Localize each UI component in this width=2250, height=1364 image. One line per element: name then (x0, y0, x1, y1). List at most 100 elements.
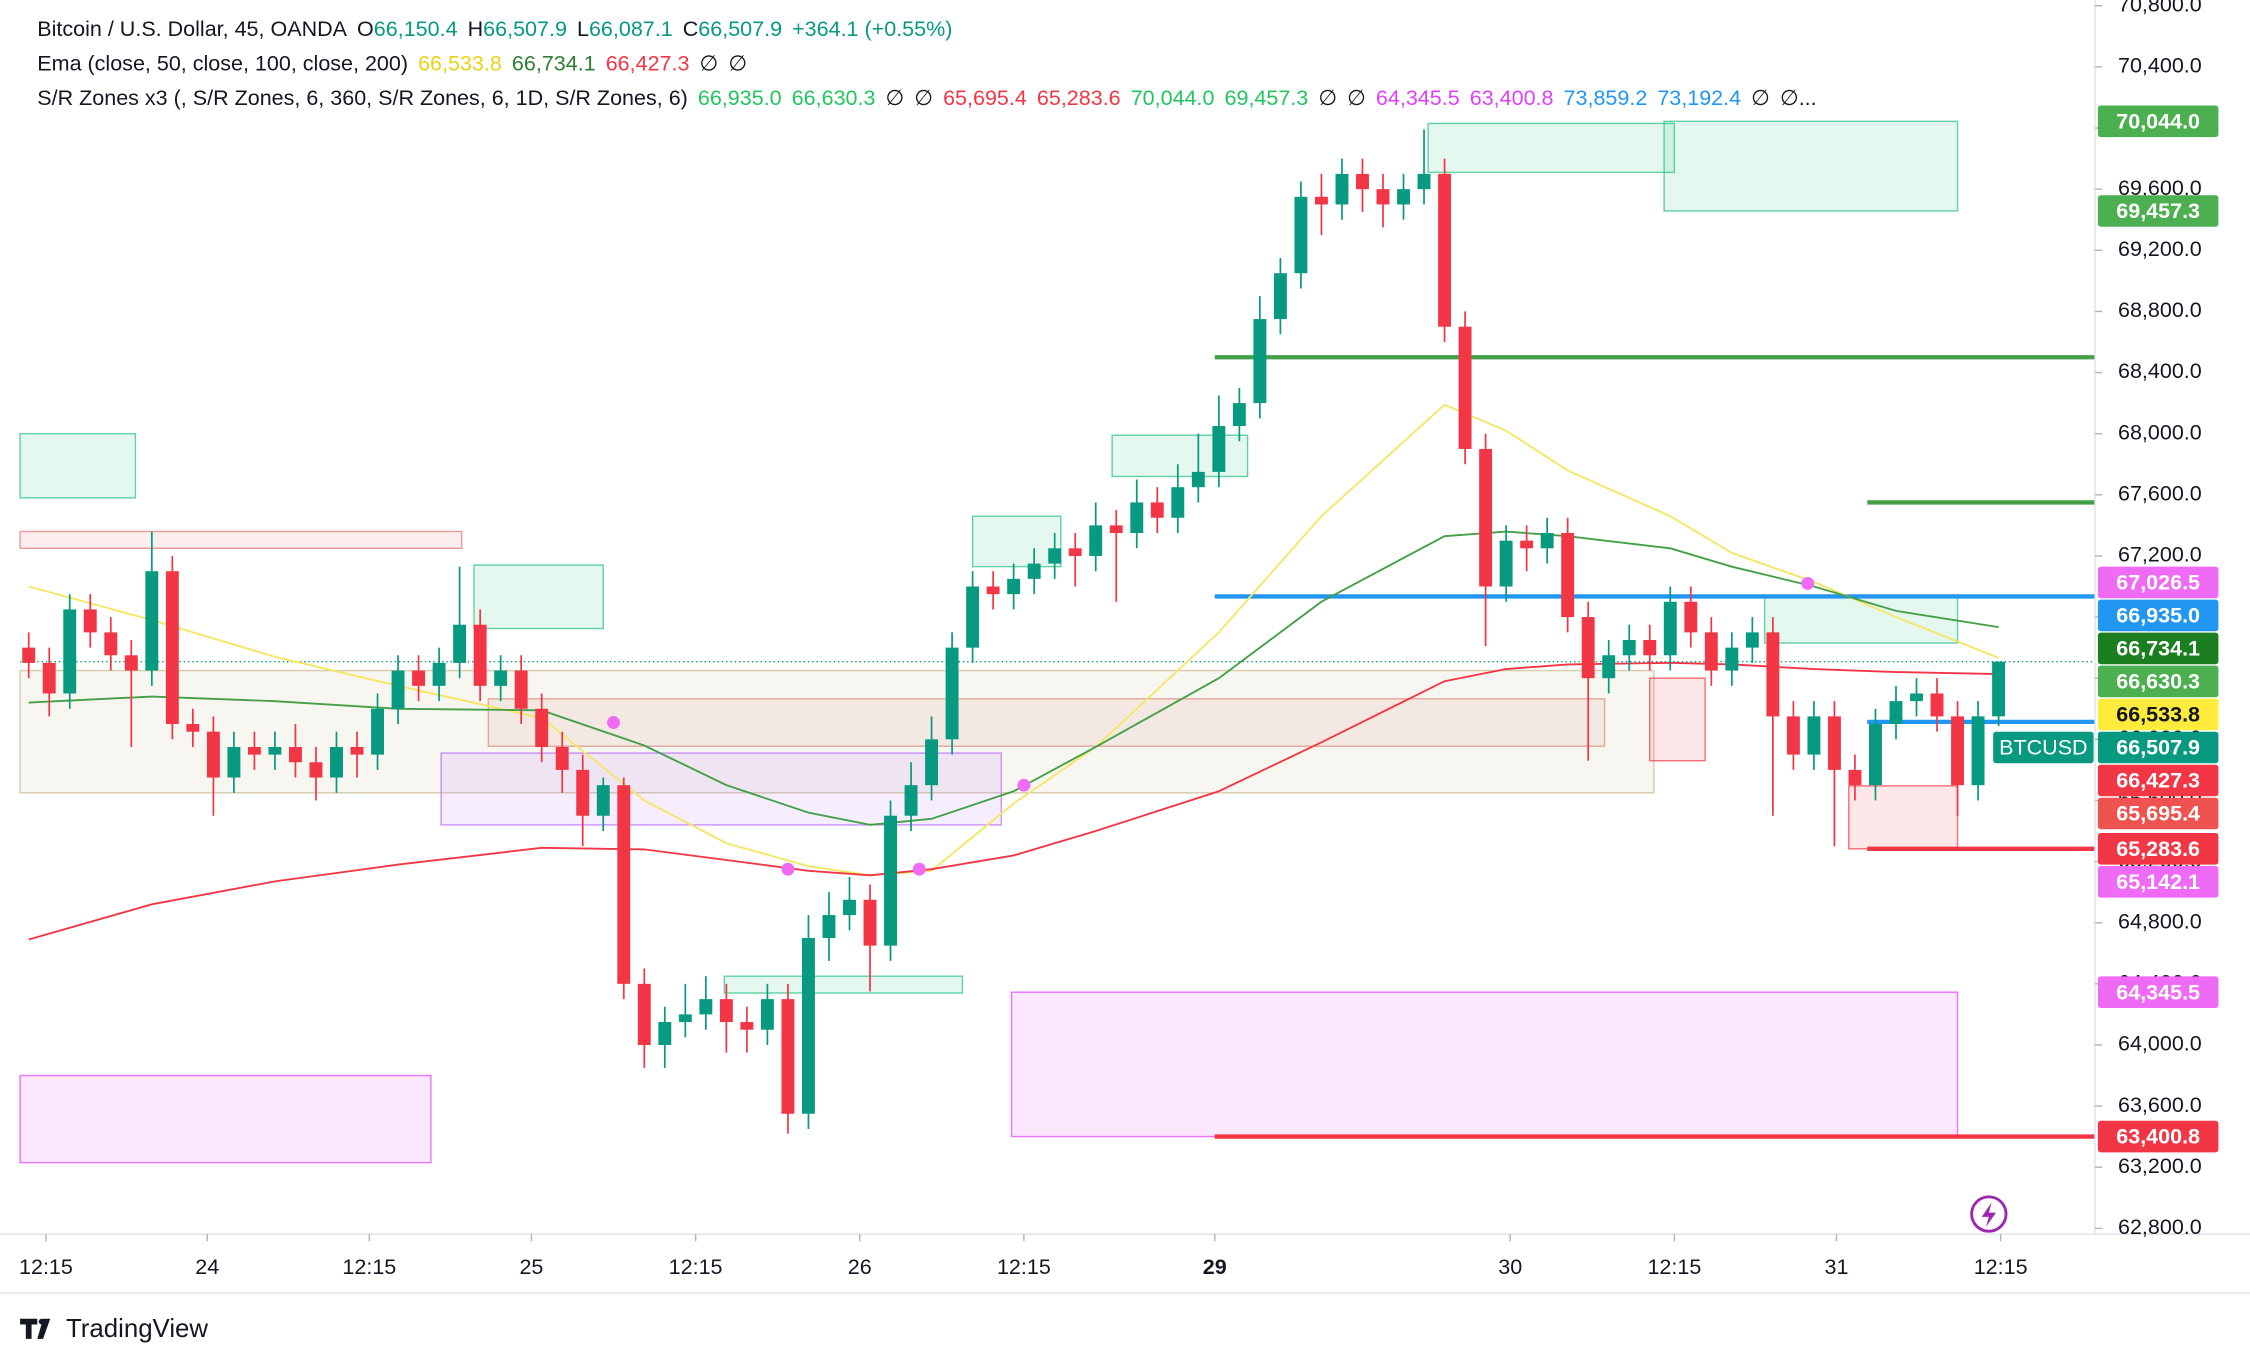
legend-item: 66,087.1 (589, 17, 673, 41)
candle-body (699, 999, 713, 1015)
candle-body (1786, 716, 1800, 755)
legend-item: 65,695.4 (943, 86, 1027, 110)
candle-body (1889, 701, 1903, 725)
legend-item: Bitcoin / U.S. Dollar, 45, OANDA (37, 17, 347, 41)
candle-body (227, 746, 241, 778)
sr-zone (473, 564, 604, 630)
cross-marker (912, 862, 926, 876)
candle-body (1745, 632, 1759, 648)
legend-item: 66,935.0 (698, 86, 782, 110)
y-tick-label: 63,600.0 (2118, 1093, 2202, 1117)
y-tick-label: 69,200.0 (2118, 237, 2202, 261)
candle-body (801, 937, 815, 1114)
candle-body (1294, 196, 1308, 274)
candle-body (268, 746, 282, 755)
cross-marker (1017, 778, 1031, 792)
price-label: 69,457.3 (2116, 199, 2200, 223)
candle-body (432, 662, 446, 686)
price-label-box (2097, 566, 2219, 599)
symbol-badge (1993, 731, 2094, 764)
candle-body (781, 999, 795, 1114)
price-label-box (2097, 866, 2219, 898)
candle-body (1540, 533, 1554, 549)
legend-item: +364.1 (+0.55%) (792, 17, 952, 41)
candle-body (863, 899, 877, 946)
price-label: 66,630.3 (2116, 670, 2200, 694)
candle-body (1212, 426, 1226, 472)
sr-zone (1111, 434, 1249, 478)
candle-body (1150, 502, 1164, 518)
candle-body (1869, 724, 1882, 786)
candle-body (1007, 578, 1021, 595)
candle-body (1643, 639, 1657, 656)
x-tick-label: 29 (1203, 1255, 1227, 1279)
y-tick-label: 70,800.0 (2118, 0, 2202, 16)
candle-body (1458, 326, 1472, 449)
legend-item: 66,507.9 (483, 17, 567, 41)
candle-body (247, 746, 261, 755)
legend-item: H (468, 17, 484, 41)
sr-zone (1763, 595, 1959, 644)
candle-body (1253, 319, 1267, 404)
brand-logo (20, 1318, 51, 1339)
candle-body (1048, 548, 1062, 564)
candle-body (206, 731, 220, 778)
alert-icon[interactable] (1970, 1195, 2008, 1233)
candle-body (1232, 403, 1246, 427)
candle-body (925, 739, 939, 786)
legend-item: ∅ (1347, 86, 1366, 110)
price-label: 65,283.6 (2116, 837, 2200, 861)
legend-header: Bitcoin / U.S. Dollar, 45, OANDA O66,150.… (37, 17, 1816, 110)
price-label-box (2097, 797, 2219, 830)
y-tick-label: 67,200.0 (2118, 543, 2202, 567)
ema-lines (28, 403, 1999, 941)
candle-body (535, 708, 549, 747)
candle-body (1314, 196, 1328, 205)
sr-zone (971, 515, 1062, 568)
candle-body (453, 624, 467, 663)
ema-line (28, 530, 1999, 826)
legend-line: S/R Zones x3 (, S/R Zones, 6, 360, S/R Z… (37, 86, 1816, 110)
legend-item: ∅... (1780, 86, 1817, 110)
price-label: 63,400.8 (2116, 1125, 2200, 1149)
sr-zone (19, 669, 1655, 794)
legend-item: Ema (close, 50, close, 100, close, 200) (37, 51, 408, 75)
candle-body (1581, 617, 1595, 679)
legend-item: 66,150.4 (374, 17, 458, 41)
candle-body (1561, 533, 1575, 618)
candle-body (1971, 716, 1985, 786)
candle-body (1807, 716, 1821, 755)
sr-zone (19, 432, 137, 499)
markers (607, 576, 1815, 876)
symbol-label: BTCUSD (1999, 736, 2087, 760)
candle-body (104, 632, 118, 656)
price-label: 67,026.5 (2116, 571, 2200, 595)
candle-body (1520, 540, 1534, 549)
cross-marker (1801, 576, 1815, 590)
candle-body (1951, 716, 1965, 786)
legend-line: Ema (close, 50, close, 100, close, 200) 6… (37, 51, 747, 75)
x-tick-label: 12:15 (1974, 1255, 2028, 1279)
candle-body (1191, 471, 1205, 488)
cross-marker (607, 716, 620, 729)
x-tick-label: 24 (195, 1255, 219, 1279)
candle-body (1848, 769, 1862, 786)
x-tick-label: 12:15 (19, 1255, 73, 1279)
candle-body (617, 785, 631, 984)
sr-zone (1848, 785, 1959, 850)
candle-body (1992, 661, 2006, 717)
legend-item: O (357, 17, 374, 41)
legend-item: 69,457.3 (1225, 86, 1309, 110)
x-tick-label: 12:15 (1647, 1255, 1701, 1279)
price-label: 66,507.9 (2116, 736, 2200, 760)
candle-body (986, 586, 1000, 595)
ema-line (28, 661, 1999, 941)
candle-body (42, 662, 56, 694)
candle-body (391, 670, 405, 709)
price-label-box (2097, 632, 2219, 665)
candle-body (1068, 548, 1082, 556)
y-tick-label: 62,800.0 (2118, 1215, 2202, 1239)
legend-item: ∅ (728, 51, 747, 75)
candle-body (186, 724, 200, 732)
